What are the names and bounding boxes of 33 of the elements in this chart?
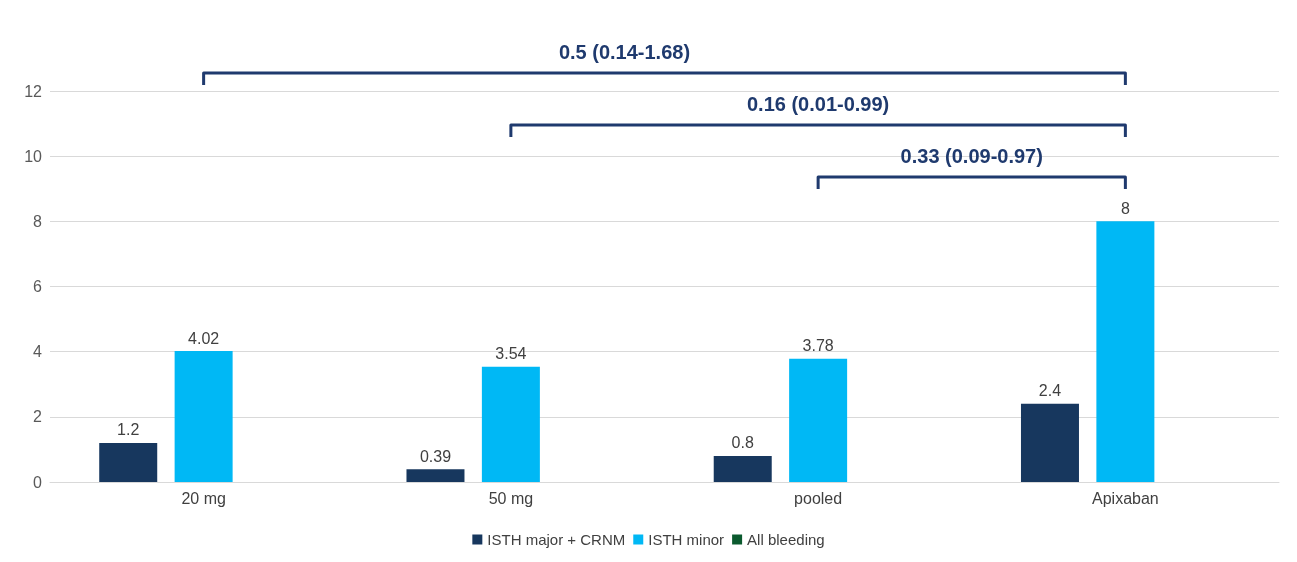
x-tick-label: Apixaban [1092, 489, 1159, 507]
data-label: 3.54 [495, 345, 527, 363]
bar [174, 351, 233, 482]
legend-label: ISTH major + CRNM [487, 531, 626, 548]
legend-label: All bleeding [747, 531, 825, 548]
x-tick-label: 20 mg [181, 489, 226, 507]
data-label: 1.2 [117, 421, 140, 439]
y-tick-label: 2 [33, 408, 43, 426]
data-label: 8 [1120, 199, 1130, 217]
x-tick-label: pooled [794, 489, 843, 507]
bar [789, 358, 848, 482]
annotation: 0.16 (0.01-0.99) [746, 93, 890, 115]
y-tick-label: 0 [33, 473, 43, 491]
annotation: 0.33 (0.09-0.97) [900, 145, 1043, 167]
text: 0.5 (0.14-1.68) [558, 41, 691, 63]
bar [481, 366, 540, 482]
data-label: 0.8 [731, 434, 754, 452]
data-label: 0.39 [419, 447, 452, 465]
y-tick-label: 12 [24, 82, 43, 100]
y-tick-label: 10 [24, 147, 43, 165]
y-tick-label: 6 [33, 278, 43, 295]
bar [99, 442, 158, 482]
y-tick-label: 8 [33, 212, 43, 230]
data-label: 3.78 [802, 337, 834, 355]
bar [713, 455, 772, 482]
bar [1020, 403, 1079, 482]
legend-label: ISTH minor [648, 531, 725, 548]
bar [406, 469, 465, 482]
data-label: 4.02 [188, 329, 220, 347]
data-label: 2.4 [1038, 382, 1062, 400]
x-tick-label: 50 mg [488, 489, 534, 507]
y-tick-label: 4 [33, 343, 43, 361]
bar [1096, 221, 1155, 482]
